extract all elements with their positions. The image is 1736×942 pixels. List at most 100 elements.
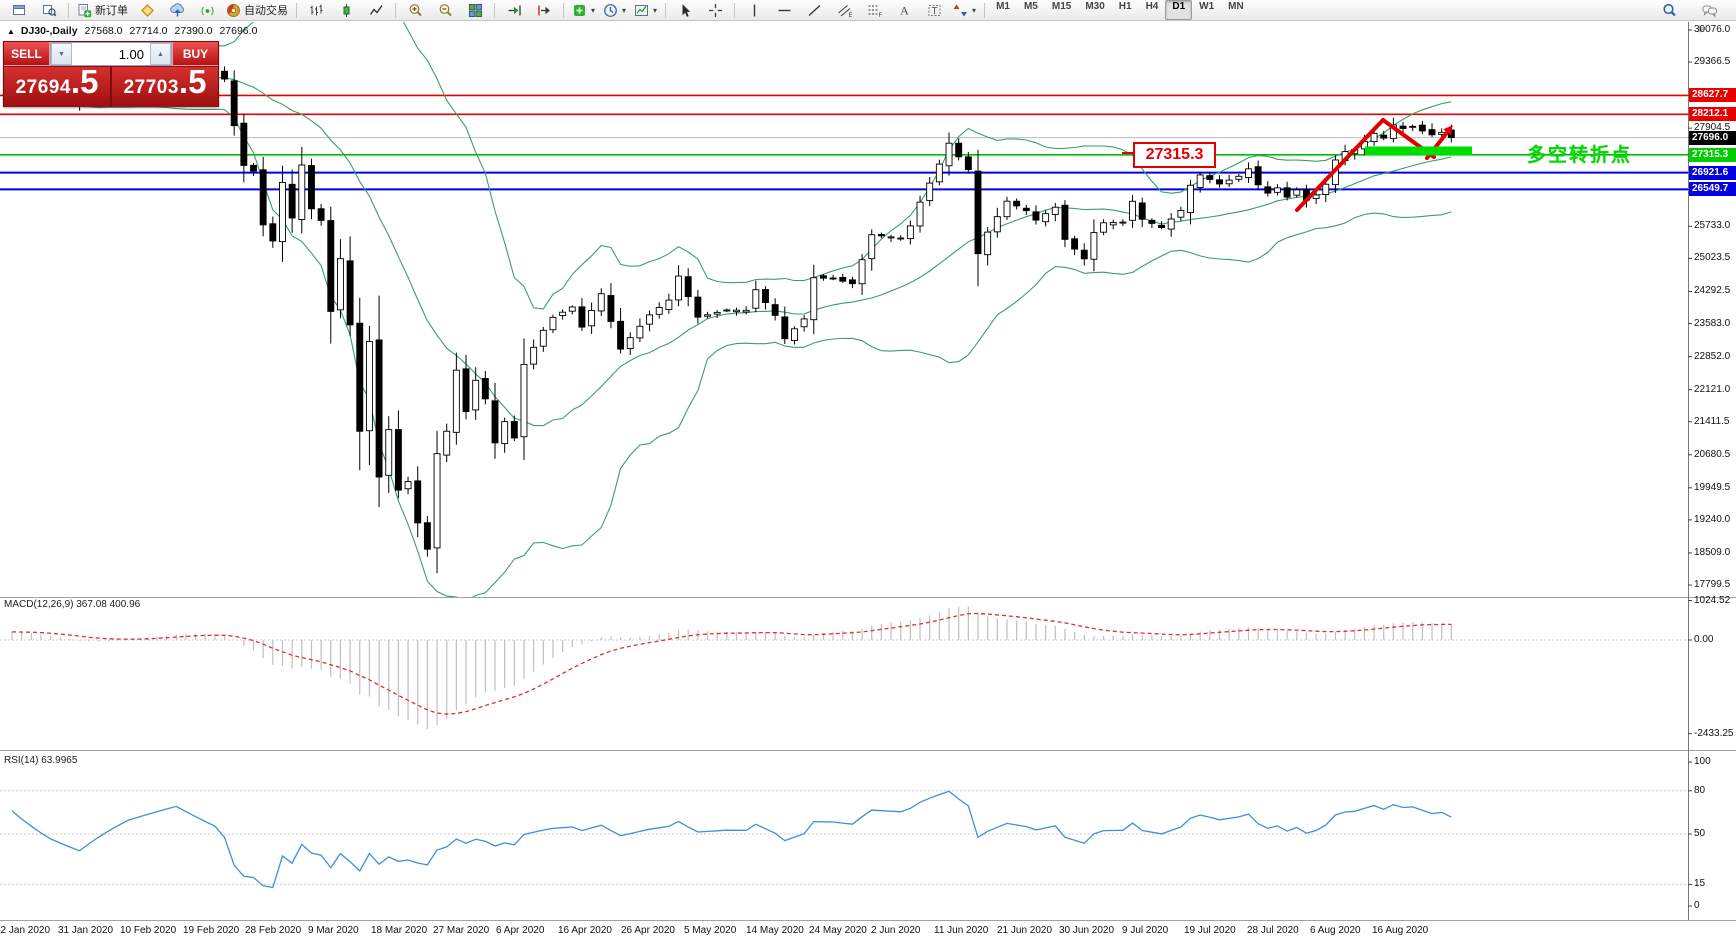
price-level-annotation[interactable]: 27315.3: [1133, 142, 1216, 168]
ohlc-open: 27568.0: [84, 25, 123, 37]
text-tool-button[interactable]: A: [889, 0, 919, 21]
zoom-out-button[interactable]: [430, 0, 460, 21]
arrows-tool-icon: [953, 3, 968, 18]
ohlc-low: 27390.0: [174, 25, 213, 37]
timeframe-m5-button[interactable]: M5: [1023, 1, 1038, 12]
chart-window-button[interactable]: [4, 0, 34, 21]
price-axis-tick: 25733.0: [1694, 220, 1731, 231]
dropdown-arrow-icon: ▾: [972, 5, 977, 15]
text-label-tool-button[interactable]: T: [919, 0, 949, 21]
macd-axis-tick: 0.00: [1694, 634, 1714, 645]
price-axis-tick: 29366.5: [1694, 56, 1731, 67]
price-axis-tick: 20680.5: [1694, 449, 1731, 460]
signals-button[interactable]: [192, 0, 222, 21]
fibonacci-tool-icon: F: [867, 3, 882, 18]
price-axis-tick: 22121.0: [1694, 384, 1731, 395]
zoom-in-button[interactable]: [400, 0, 430, 21]
cursor-tool-button[interactable]: [670, 0, 700, 21]
volume-input[interactable]: 1.00: [118, 46, 144, 62]
line-chart-mode-button[interactable]: [361, 0, 391, 21]
price-axis-tick: 30076.0: [1694, 24, 1731, 35]
crosshair-tool-icon: [708, 3, 723, 18]
date-axis-label: 31 Jan 2020: [58, 925, 114, 936]
main-toolbar: 新订单 自动交易 ▾ ▾ ▾ E F A T ▾ M1 M5 M15 M30 H1 H4 D1 W1 MN: [0, 0, 1736, 21]
pivot-point-text[interactable]: 多空转折点: [1527, 145, 1633, 166]
chart-shift-marker[interactable]: [1699, 25, 1705, 33]
date-axis-label: 16 Aug 2020: [1372, 925, 1429, 936]
new-order-button[interactable]: 新订单: [73, 0, 132, 21]
volume-increase-button[interactable]: ▲: [150, 43, 171, 65]
date-axis-label: 27 Mar 2020: [433, 925, 490, 936]
vertical-line-tool-button[interactable]: [739, 0, 769, 21]
toolbar-separator: [494, 2, 495, 18]
date-axis-label: 28 Jul 2020: [1247, 925, 1299, 936]
timeframe-m15-button[interactable]: M15: [1051, 1, 1072, 12]
date-axis-label: 6 Apr 2020: [496, 925, 545, 936]
crosshair-tool-button[interactable]: [700, 0, 730, 21]
channel-tool-button[interactable]: E: [829, 0, 859, 21]
macd-indicator-label: MACD(12,26,9) 367.08 400.96: [4, 599, 141, 610]
chart-shift-button[interactable]: [529, 0, 559, 21]
chat-button[interactable]: [1694, 0, 1724, 21]
candlestick-mode-button[interactable]: [331, 0, 361, 21]
text-tool-icon: A: [897, 3, 912, 18]
trendline-tool-button[interactable]: [799, 0, 829, 21]
search-button[interactable]: [1654, 0, 1684, 21]
periods-menu-icon: [603, 3, 618, 18]
timeframe-mn-button[interactable]: MN: [1228, 1, 1244, 12]
publish-icon: [169, 2, 185, 18]
bar-chart-mode-button[interactable]: [301, 0, 331, 21]
one-click-trading-panel: SELL ▼ 1.00 ▲ BUY 27694 .5 27703 .5: [3, 41, 219, 107]
price-axis-tick: 19949.5: [1694, 482, 1731, 493]
tile-windows-button[interactable]: [460, 0, 490, 21]
chart-window-icon: [12, 3, 27, 18]
ohlc-high: 27714.0: [129, 25, 168, 37]
tile-windows-icon: [468, 3, 483, 18]
date-axis-label: 16 Apr 2020: [558, 925, 612, 936]
timeframe-h1-button[interactable]: H1: [1118, 1, 1132, 12]
auto-scroll-button[interactable]: [499, 0, 529, 21]
vertical-line-tool-icon: [747, 3, 762, 18]
timeframe-w1-button[interactable]: W1: [1199, 1, 1215, 12]
date-axis-label: 30 Jun 2020: [1059, 925, 1115, 936]
timeframe-m30-button[interactable]: M30: [1085, 1, 1105, 12]
arrows-tool-button[interactable]: ▾: [949, 0, 980, 21]
metaeditor-button[interactable]: [132, 0, 162, 21]
publish-button[interactable]: [162, 0, 192, 21]
signals-icon: [200, 3, 215, 18]
timeframe-h4-button[interactable]: H4: [1145, 1, 1159, 12]
date-axis-label: 6 Aug 2020: [1310, 925, 1361, 936]
autotrading-button[interactable]: 自动交易: [222, 0, 292, 21]
buy-button[interactable]: BUY: [172, 42, 218, 66]
buy-price[interactable]: 27703 .5: [112, 65, 218, 107]
ohlc-close: 27696.0: [219, 25, 258, 37]
timeframe-d1-button[interactable]: D1: [1165, 0, 1193, 20]
sell-price[interactable]: 27694 .5: [4, 65, 112, 107]
price-level-badge: 28627.7: [1689, 88, 1736, 102]
sell-button[interactable]: SELL: [4, 42, 50, 66]
price-axis-tick: 25023.5: [1694, 252, 1731, 263]
horizontal-line-tool-button[interactable]: [769, 0, 799, 21]
new-order-icon: [77, 3, 92, 18]
timeframe-m1-button[interactable]: M1: [996, 1, 1010, 12]
price-level-badge: 27315.3: [1689, 148, 1736, 162]
trendline-tool-icon: [807, 3, 822, 18]
price-axis-tick: 17799.5: [1694, 579, 1731, 590]
price-axis-tick: 24292.5: [1694, 285, 1731, 296]
search-icon: [1662, 3, 1677, 18]
macd-axis-tick: -2433.25: [1694, 728, 1734, 739]
one-click-panel-toggle[interactable]: ▲: [7, 26, 15, 36]
fibonacci-tool-button[interactable]: F: [859, 0, 889, 21]
toolbar-separator: [984, 2, 986, 18]
periods-menu-button[interactable]: ▾: [599, 0, 630, 21]
templates-menu-button[interactable]: ▾: [630, 0, 661, 21]
indicators-menu-button[interactable]: ▾: [568, 0, 599, 21]
metaeditor-icon: [140, 3, 155, 18]
rsi-axis-tick: 100: [1694, 756, 1711, 767]
toolbar-separator: [395, 2, 396, 18]
profiles-button[interactable]: [34, 0, 64, 21]
chat-icon: [1702, 3, 1717, 18]
date-axis-label: 26 Apr 2020: [621, 925, 675, 936]
volume-decrease-button[interactable]: ▼: [51, 43, 72, 65]
